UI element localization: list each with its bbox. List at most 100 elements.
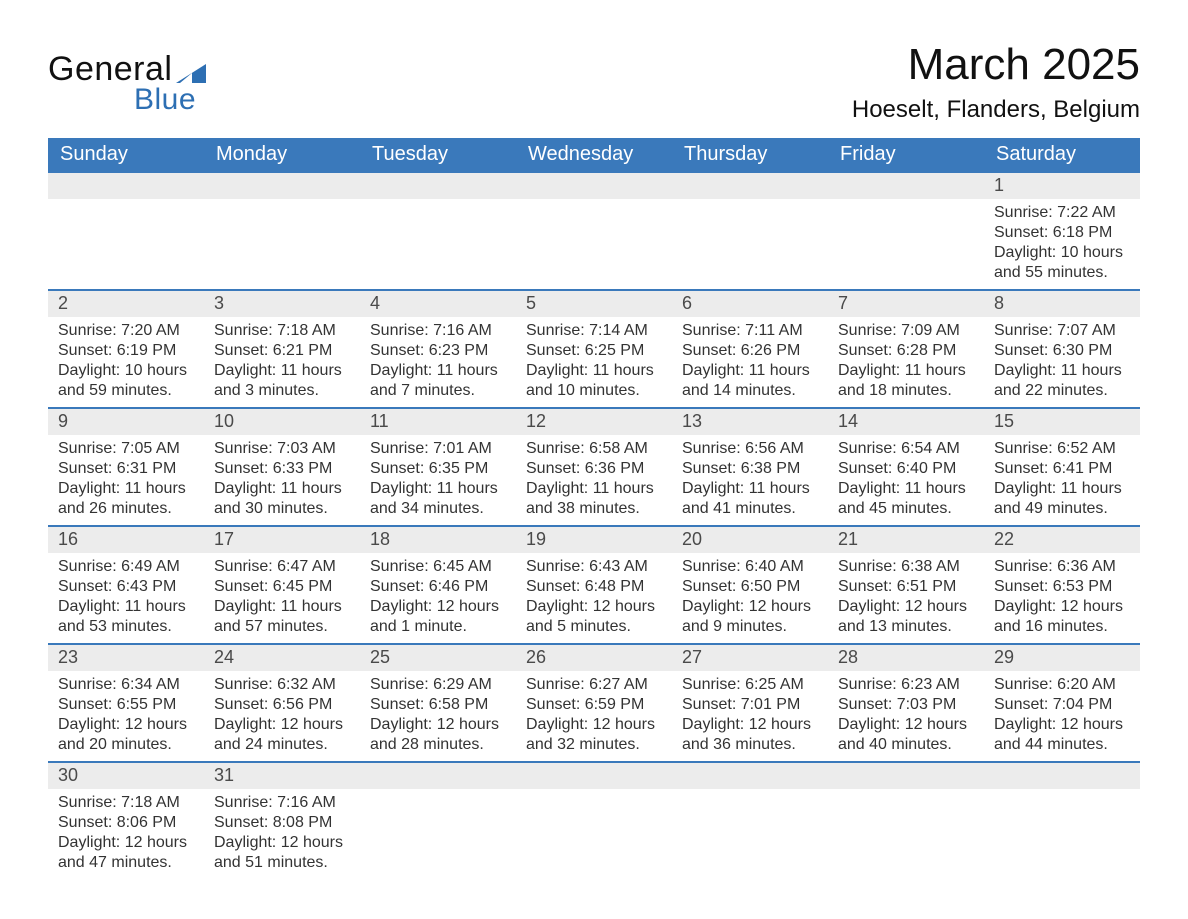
sunset-label: Sunset: 6:25 PM bbox=[526, 341, 662, 361]
page-title: March 2025 bbox=[852, 40, 1140, 90]
day-details-cell: Sunrise: 7:05 AMSunset: 6:31 PMDaylight:… bbox=[48, 435, 204, 526]
daynum-row: 23242526272829 bbox=[48, 644, 1140, 671]
day-details-cell: Sunrise: 6:47 AMSunset: 6:45 PMDaylight:… bbox=[204, 553, 360, 644]
daylight-line2: and 51 minutes. bbox=[214, 853, 350, 873]
day-details-cell: Sunrise: 6:45 AMSunset: 6:46 PMDaylight:… bbox=[360, 553, 516, 644]
sunrise-label: Sunrise: 7:03 AM bbox=[214, 439, 350, 459]
daylight-line2: and 41 minutes. bbox=[682, 499, 818, 519]
sunset-label: Sunset: 6:45 PM bbox=[214, 577, 350, 597]
daylight-line2: and 5 minutes. bbox=[526, 617, 662, 637]
sunrise-label: Sunrise: 6:34 AM bbox=[58, 675, 194, 695]
sunrise-label: Sunrise: 7:18 AM bbox=[58, 793, 194, 813]
day-number-cell: 14 bbox=[828, 408, 984, 435]
day-details-cell bbox=[672, 199, 828, 290]
daylight-line2: and 3 minutes. bbox=[214, 381, 350, 401]
day-number: 3 bbox=[214, 293, 224, 313]
daynum-row: 2345678 bbox=[48, 290, 1140, 317]
logo-triangle-icon bbox=[176, 61, 206, 88]
sunset-label: Sunset: 7:04 PM bbox=[994, 695, 1130, 715]
daylight-line2: and 38 minutes. bbox=[526, 499, 662, 519]
day-number: 7 bbox=[838, 293, 848, 313]
details-row: Sunrise: 7:20 AMSunset: 6:19 PMDaylight:… bbox=[48, 317, 1140, 408]
day-number-cell: 10 bbox=[204, 408, 360, 435]
daynum-row: 9101112131415 bbox=[48, 408, 1140, 435]
sunrise-label: Sunrise: 7:01 AM bbox=[370, 439, 506, 459]
day-number-cell: 26 bbox=[516, 644, 672, 671]
weekday-header-row: Sunday Monday Tuesday Wednesday Thursday… bbox=[48, 138, 1140, 172]
day-number: 11 bbox=[370, 411, 389, 431]
day-number: 4 bbox=[370, 293, 380, 313]
day-details-cell bbox=[828, 199, 984, 290]
daylight-line2: and 49 minutes. bbox=[994, 499, 1130, 519]
sunset-label: Sunset: 6:33 PM bbox=[214, 459, 350, 479]
daylight-line1: Daylight: 11 hours bbox=[214, 597, 350, 617]
weekday-monday: Monday bbox=[204, 138, 360, 172]
day-details-cell: Sunrise: 7:18 AMSunset: 8:06 PMDaylight:… bbox=[48, 789, 204, 879]
daylight-line2: and 10 minutes. bbox=[526, 381, 662, 401]
day-number: 31 bbox=[214, 765, 234, 785]
daylight-line1: Daylight: 11 hours bbox=[994, 479, 1130, 499]
sunrise-label: Sunrise: 7:18 AM bbox=[214, 321, 350, 341]
details-row: Sunrise: 6:34 AMSunset: 6:55 PMDaylight:… bbox=[48, 671, 1140, 762]
day-number: 16 bbox=[58, 529, 78, 549]
day-details-cell bbox=[204, 199, 360, 290]
day-number-cell: 29 bbox=[984, 644, 1140, 671]
daylight-line2: and 45 minutes. bbox=[838, 499, 974, 519]
day-details-cell: Sunrise: 7:22 AMSunset: 6:18 PMDaylight:… bbox=[984, 199, 1140, 290]
day-number: 5 bbox=[526, 293, 536, 313]
day-number: 17 bbox=[214, 529, 234, 549]
day-number: 28 bbox=[838, 647, 858, 667]
sunset-label: Sunset: 6:46 PM bbox=[370, 577, 506, 597]
daynum-row: 1 bbox=[48, 172, 1140, 199]
sunset-label: Sunset: 6:50 PM bbox=[682, 577, 818, 597]
daylight-line1: Daylight: 12 hours bbox=[682, 597, 818, 617]
daylight-line2: and 57 minutes. bbox=[214, 617, 350, 637]
weekday-tuesday: Tuesday bbox=[360, 138, 516, 172]
sunrise-label: Sunrise: 6:58 AM bbox=[526, 439, 662, 459]
daylight-line2: and 32 minutes. bbox=[526, 735, 662, 755]
sunrise-label: Sunrise: 7:07 AM bbox=[994, 321, 1130, 341]
details-row: Sunrise: 7:18 AMSunset: 8:06 PMDaylight:… bbox=[48, 789, 1140, 879]
daynum-row: 30 31 bbox=[48, 762, 1140, 789]
daylight-line1: Daylight: 11 hours bbox=[370, 479, 506, 499]
day-number-cell: 8 bbox=[984, 290, 1140, 317]
day-number-cell: 12 bbox=[516, 408, 672, 435]
details-row: Sunrise: 6:49 AMSunset: 6:43 PMDaylight:… bbox=[48, 553, 1140, 644]
day-number: 30 bbox=[58, 765, 78, 785]
sunrise-label: Sunrise: 6:32 AM bbox=[214, 675, 350, 695]
day-number-cell: 5 bbox=[516, 290, 672, 317]
day-details-cell: Sunrise: 7:03 AMSunset: 6:33 PMDaylight:… bbox=[204, 435, 360, 526]
weekday-sunday: Sunday bbox=[48, 138, 204, 172]
sunrise-label: Sunrise: 6:45 AM bbox=[370, 557, 506, 577]
logo-line-1: General bbox=[48, 50, 206, 89]
day-details-cell: Sunrise: 6:56 AMSunset: 6:38 PMDaylight:… bbox=[672, 435, 828, 526]
daylight-line2: and 20 minutes. bbox=[58, 735, 194, 755]
day-number: 8 bbox=[994, 293, 1004, 313]
day-details-cell: Sunrise: 6:32 AMSunset: 6:56 PMDaylight:… bbox=[204, 671, 360, 762]
day-number-cell bbox=[48, 172, 204, 199]
sunrise-label: Sunrise: 6:36 AM bbox=[994, 557, 1130, 577]
day-details-cell: Sunrise: 7:18 AMSunset: 6:21 PMDaylight:… bbox=[204, 317, 360, 408]
sunset-label: Sunset: 6:30 PM bbox=[994, 341, 1130, 361]
sunset-label: Sunset: 6:58 PM bbox=[370, 695, 506, 715]
sunrise-label: Sunrise: 6:25 AM bbox=[682, 675, 818, 695]
daylight-line1: Daylight: 12 hours bbox=[214, 833, 350, 853]
sunset-label: Sunset: 6:51 PM bbox=[838, 577, 974, 597]
weekday-friday: Friday bbox=[828, 138, 984, 172]
day-number-cell: 3 bbox=[204, 290, 360, 317]
day-number: 29 bbox=[994, 647, 1014, 667]
day-number-cell: 23 bbox=[48, 644, 204, 671]
day-number-cell: 28 bbox=[828, 644, 984, 671]
sunset-label: Sunset: 7:01 PM bbox=[682, 695, 818, 715]
sunset-label: Sunset: 6:21 PM bbox=[214, 341, 350, 361]
day-number: 1 bbox=[994, 175, 1004, 195]
day-number: 23 bbox=[58, 647, 78, 667]
day-number-cell: 16 bbox=[48, 526, 204, 553]
sunset-label: Sunset: 6:53 PM bbox=[994, 577, 1130, 597]
sunset-label: Sunset: 6:43 PM bbox=[58, 577, 194, 597]
sunrise-label: Sunrise: 7:05 AM bbox=[58, 439, 194, 459]
sunrise-label: Sunrise: 7:16 AM bbox=[370, 321, 506, 341]
daylight-line1: Daylight: 11 hours bbox=[214, 361, 350, 381]
daylight-line2: and 55 minutes. bbox=[994, 263, 1130, 283]
day-number-cell bbox=[672, 172, 828, 199]
